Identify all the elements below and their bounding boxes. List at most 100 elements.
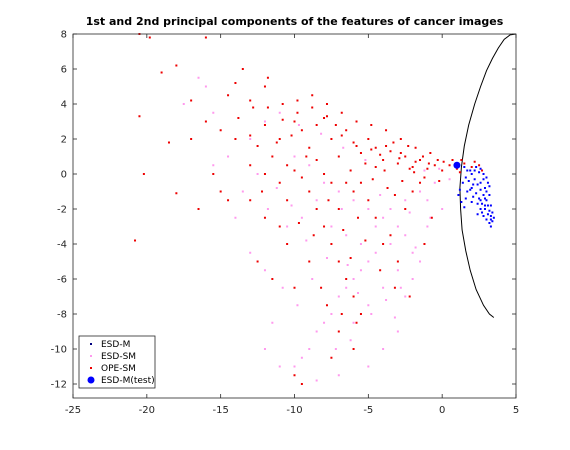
point-esd-sm xyxy=(382,286,385,289)
point-ope-sm xyxy=(337,260,340,263)
point-esd-sm xyxy=(438,167,441,170)
point-ope-sm xyxy=(167,141,170,144)
point-esd-sm xyxy=(374,225,377,228)
point-ope-sm xyxy=(134,239,137,242)
legend-marker-ope-sm xyxy=(90,367,92,369)
point-esd-sm xyxy=(234,216,237,219)
point-ope-sm xyxy=(398,157,401,160)
point-ope-sm xyxy=(315,208,318,210)
point-esd-sm xyxy=(278,111,281,114)
point-ope-sm xyxy=(345,129,348,132)
point-esd-sm xyxy=(426,199,429,202)
point-ope-sm xyxy=(266,76,269,79)
point-esd-m xyxy=(466,169,469,172)
point-esd-m xyxy=(481,211,484,214)
point-esd-m xyxy=(466,190,469,193)
point-ope-sm xyxy=(352,190,355,193)
point-ope-sm xyxy=(308,260,311,263)
point-esd-m xyxy=(483,208,486,210)
point-esd-sm xyxy=(374,251,377,254)
point-esd-sm xyxy=(396,225,399,228)
legend-marker-esd-sm xyxy=(90,355,92,357)
legend-label-esd-m: ESD-M xyxy=(101,340,130,350)
y-tick-label: -10 xyxy=(51,345,67,356)
legend-marker-esd-m-test xyxy=(87,376,95,384)
boundary-curve xyxy=(459,33,517,318)
point-ope-sm xyxy=(256,145,259,147)
point-esd-sm xyxy=(346,264,349,266)
point-esd-sm xyxy=(337,190,340,193)
point-esd-m xyxy=(486,213,489,216)
point-ope-sm xyxy=(241,68,244,70)
point-ope-sm xyxy=(286,243,289,245)
point-ope-sm xyxy=(323,225,326,228)
point-esd-sm xyxy=(448,178,451,181)
point-esd-sm xyxy=(414,246,417,249)
point-esd-sm xyxy=(263,269,266,272)
point-ope-sm xyxy=(340,111,343,114)
point-esd-sm xyxy=(399,286,402,289)
point-ope-sm xyxy=(349,169,352,172)
point-ope-sm xyxy=(281,103,284,105)
point-esd-sm xyxy=(411,251,414,254)
point-ope-sm xyxy=(404,208,407,210)
point-ope-sm xyxy=(296,99,299,102)
point-ope-sm xyxy=(408,295,411,298)
x-tick-label: 5 xyxy=(513,405,519,416)
point-ope-sm xyxy=(383,169,386,172)
point-ope-sm xyxy=(371,178,374,181)
point-esd-m xyxy=(482,178,485,181)
point-ope-sm xyxy=(355,321,358,324)
point-ope-sm xyxy=(448,164,451,167)
point-esd-m xyxy=(485,218,488,221)
point-esd-m xyxy=(469,169,472,172)
point-esd-sm xyxy=(359,243,362,245)
point-esd-m xyxy=(470,173,473,175)
point-ope-sm xyxy=(315,159,318,161)
x-tick-label: -15 xyxy=(212,405,228,416)
point-ope-sm xyxy=(364,162,367,165)
point-esd-m xyxy=(467,180,470,182)
point-ope-sm xyxy=(352,348,355,350)
point-esd-m xyxy=(492,216,495,219)
point-esd-sm xyxy=(367,304,370,307)
point-esd-sm xyxy=(182,103,185,105)
point-esd-sm xyxy=(212,164,215,167)
point-ope-sm xyxy=(275,141,278,144)
point-esd-m xyxy=(482,215,485,217)
point-esd-sm xyxy=(342,146,345,149)
point-esd-sm xyxy=(296,304,299,307)
point-ope-sm xyxy=(286,199,289,202)
point-ope-sm xyxy=(399,138,402,140)
point-esd-m xyxy=(476,202,479,205)
point-esd-sm xyxy=(204,85,207,88)
point-ope-sm xyxy=(263,85,266,88)
point-ope-sm xyxy=(352,141,355,144)
point-ope-sm xyxy=(293,120,296,123)
point-ope-sm xyxy=(458,171,461,174)
point-ope-sm xyxy=(197,208,200,210)
point-ope-sm xyxy=(337,208,340,210)
point-ope-sm xyxy=(359,181,362,184)
point-ope-sm xyxy=(249,164,252,167)
y-tick-label: -2 xyxy=(57,205,67,216)
point-esd-sm xyxy=(256,173,259,175)
point-esd-sm xyxy=(411,278,414,280)
point-ope-sm xyxy=(442,160,445,163)
point-ope-sm xyxy=(300,383,303,385)
series-esd-sm xyxy=(182,76,451,382)
point-esd-sm xyxy=(323,321,326,324)
y-tick-label: -6 xyxy=(57,275,67,286)
point-esd-m xyxy=(489,218,492,221)
point-ope-sm xyxy=(234,82,237,84)
point-ope-sm xyxy=(359,152,362,154)
point-esd-m xyxy=(488,185,491,188)
point-ope-sm xyxy=(227,199,230,202)
point-ope-sm xyxy=(481,169,484,172)
point-esd-sm xyxy=(356,292,359,294)
point-ope-sm xyxy=(414,160,417,163)
point-ope-sm xyxy=(389,150,392,153)
point-esd-m xyxy=(461,181,464,184)
